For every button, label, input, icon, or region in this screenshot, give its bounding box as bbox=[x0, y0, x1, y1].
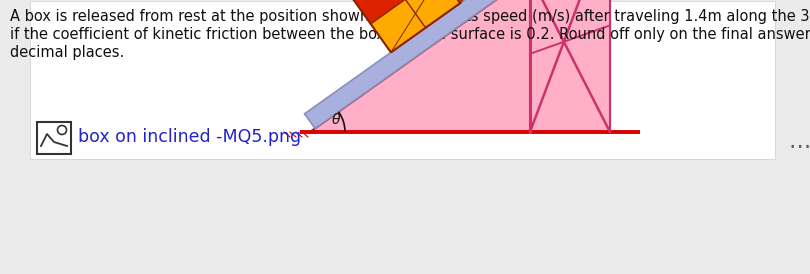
Text: if the coefficient of kinetic friction between the box and the surface is 0.2. R: if the coefficient of kinetic friction b… bbox=[10, 27, 810, 42]
Text: A box is released from rest at the position shown. Determine its speed (m/s) aft: A box is released from rest at the posit… bbox=[10, 9, 810, 24]
Text: $\theta$: $\theta$ bbox=[331, 113, 341, 127]
Polygon shape bbox=[530, 0, 610, 132]
Polygon shape bbox=[310, 0, 610, 132]
Circle shape bbox=[58, 125, 66, 135]
Polygon shape bbox=[420, 0, 464, 3]
Polygon shape bbox=[305, 0, 630, 129]
Bar bbox=[37, 122, 71, 154]
Polygon shape bbox=[371, 0, 460, 52]
Text: decimal places.: decimal places. bbox=[10, 45, 124, 60]
Text: ⋯: ⋯ bbox=[789, 136, 810, 156]
FancyBboxPatch shape bbox=[30, 1, 775, 159]
Text: box on inclined -MQ5.png: box on inclined -MQ5.png bbox=[78, 128, 301, 146]
Polygon shape bbox=[351, 0, 440, 24]
